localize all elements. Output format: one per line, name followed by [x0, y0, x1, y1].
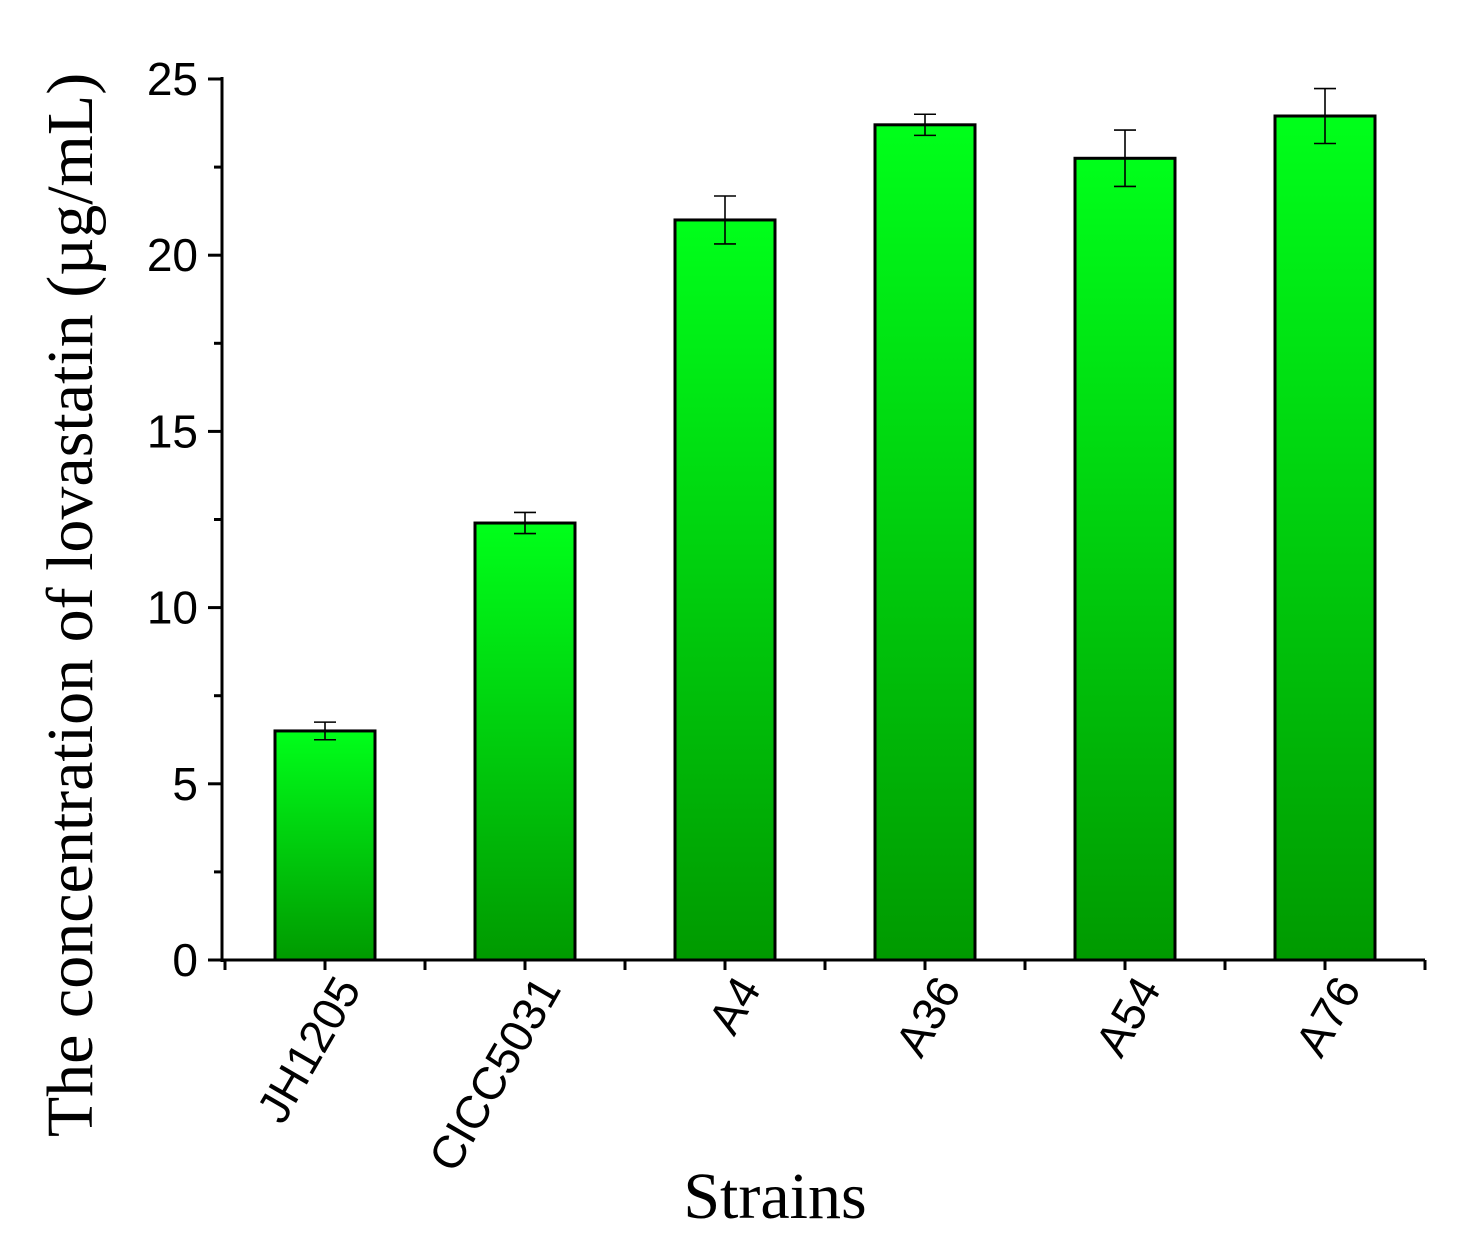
error-bar-jh1205 — [314, 721, 336, 741]
error-bar-cicc5031 — [514, 511, 536, 535]
bars-layer — [273, 87, 1377, 962]
y-tick-label: 10 — [147, 582, 198, 634]
bar-a36 — [873, 123, 977, 962]
error-bar-a36 — [914, 113, 936, 137]
y-tick-label: 5 — [172, 758, 198, 810]
bar-a54 — [1073, 156, 1177, 962]
x-tick-label: A4 — [698, 968, 771, 1043]
bar-a76 — [1273, 114, 1377, 962]
bar-jh1205 — [273, 729, 377, 962]
y-tick-label: 25 — [147, 53, 198, 105]
error-bar-a76 — [1314, 87, 1336, 145]
y-tick-label: 0 — [172, 934, 198, 986]
x-tick-label: A76 — [1285, 968, 1371, 1065]
y-tick-label: 15 — [147, 405, 198, 457]
axes-layer: JH1205 CICC5031 A4 A36 A54 A76 0 5 10 15 20 25 — [147, 53, 1427, 1180]
x-axis-title: Strains — [683, 1160, 866, 1233]
error-bar-a54 — [1114, 129, 1136, 188]
y-axis-title: The concentration of lovastatin (µg/mL) — [34, 73, 107, 1137]
bar-cicc5031 — [473, 521, 577, 962]
x-tick-label: A36 — [885, 968, 971, 1065]
x-tick-label: JH1205 — [246, 968, 370, 1131]
bar-a4 — [673, 218, 777, 962]
x-tick-label: A54 — [1085, 968, 1171, 1065]
error-bar-a4 — [714, 195, 736, 245]
x-tick-label: CICC5031 — [418, 968, 570, 1180]
y-tick-label: 20 — [147, 229, 198, 281]
